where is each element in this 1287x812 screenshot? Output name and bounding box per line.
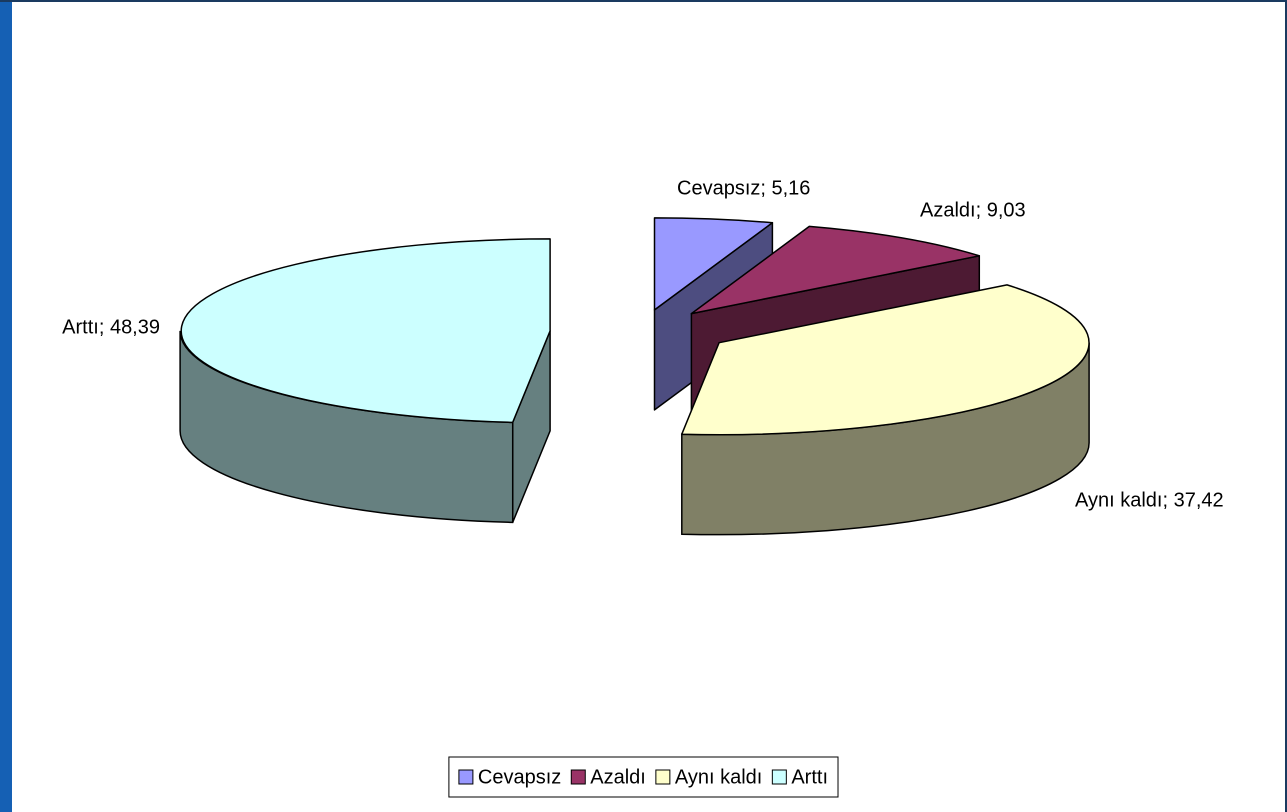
legend-label: Azaldı <box>590 766 646 788</box>
top-border <box>0 0 1287 2</box>
slice-top <box>180 238 551 424</box>
legend-swatch <box>458 769 474 785</box>
legend-label: Arttı <box>791 766 828 788</box>
slice-top <box>690 225 981 315</box>
legend-swatch <box>570 769 586 785</box>
data-label: Azaldı; 9,03 <box>920 199 1026 221</box>
left-strip <box>0 0 12 812</box>
data-label: Aynı kaldı; 37,42 <box>1075 489 1224 511</box>
data-label: Arttı; 48,39 <box>62 316 160 338</box>
legend-swatch <box>655 769 671 785</box>
legend-label: Cevapsız <box>478 766 561 788</box>
slice-top <box>681 284 1090 436</box>
legend-swatch <box>771 769 787 785</box>
data-label: Cevapsız; 5,16 <box>677 177 810 199</box>
legend-label: Aynı kaldı <box>675 766 762 788</box>
slice-top <box>653 217 774 311</box>
right-border <box>1285 0 1287 812</box>
